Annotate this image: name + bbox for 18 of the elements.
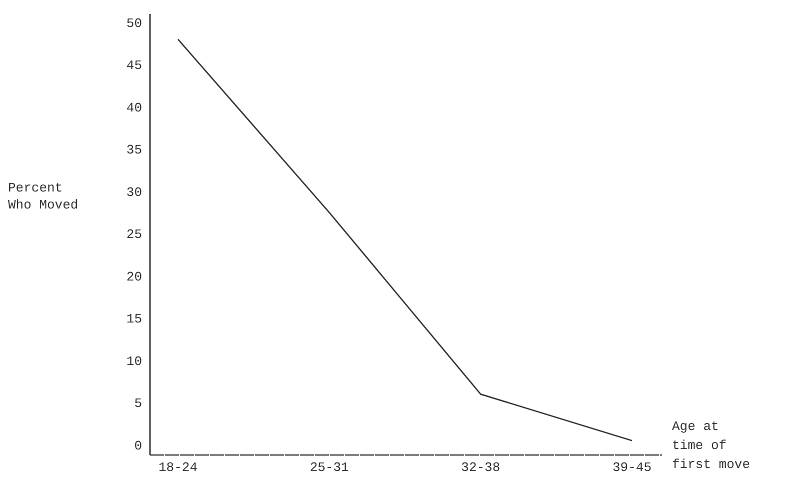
y-tick-label: 10 — [126, 354, 142, 369]
x-tick-label: 25-31 — [310, 460, 350, 475]
y-tick-label: 20 — [126, 269, 142, 284]
y-tick-label: 5 — [134, 396, 142, 412]
y-tick-label: 30 — [126, 184, 142, 200]
y-axis-title: Percent Who Moved — [8, 180, 78, 212]
x-tick-label: 18-24 — [158, 460, 198, 475]
y-tick-label: 50 — [126, 16, 142, 31]
y-tick-label: 15 — [126, 312, 142, 327]
y-tick-label: 35 — [126, 142, 142, 158]
y-tick-label: 45 — [126, 58, 142, 74]
line-series — [177, 38, 633, 442]
y-tick-label: 0 — [134, 438, 142, 454]
y-tick-label: 40 — [126, 100, 142, 116]
y-tick-label: 25 — [126, 227, 142, 242]
x-tick-label: 32-38 — [461, 460, 500, 475]
x-axis-title: Age at time of first move — [672, 419, 750, 472]
x-tick-label: 39-45 — [612, 460, 652, 475]
